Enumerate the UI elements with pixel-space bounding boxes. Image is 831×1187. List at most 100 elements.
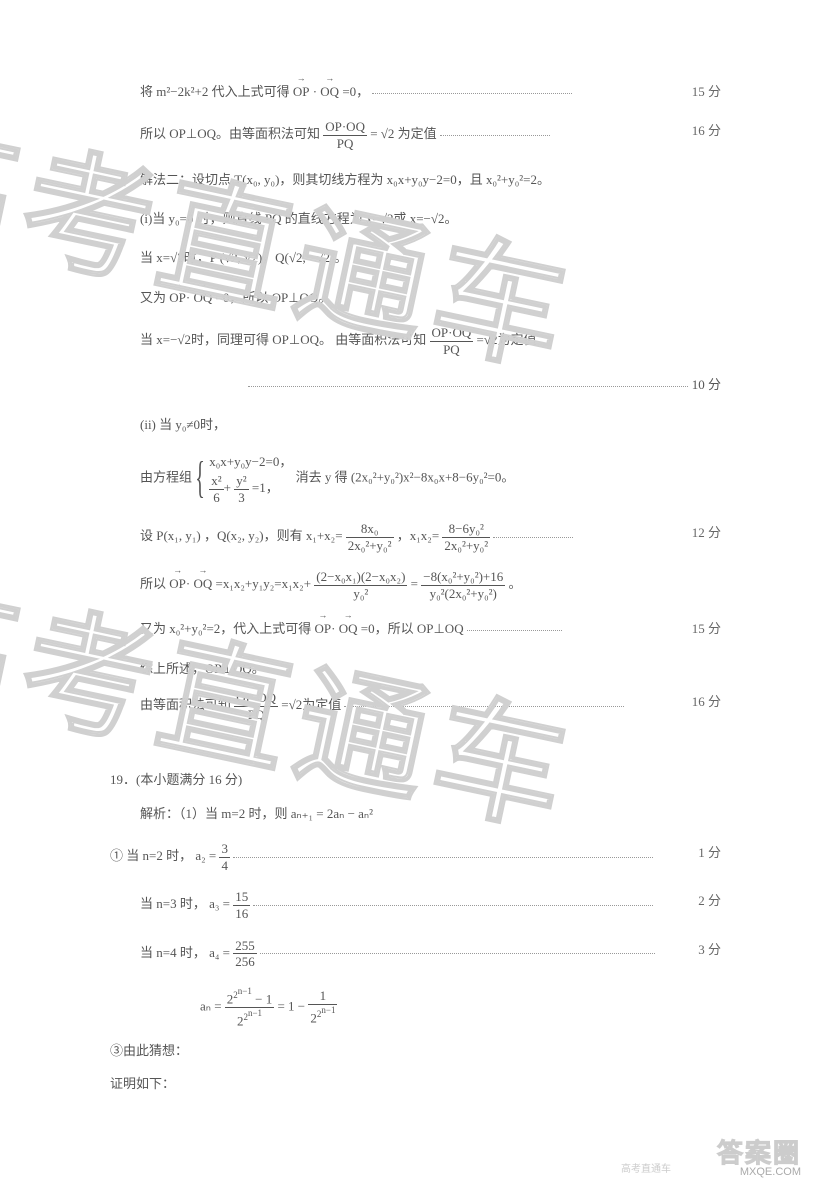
solution-line: 将 m²−2k²+2 代入上式可得 OP · OQ =0， 15 分 (140, 80, 721, 103)
fraction: 8x₀ 2x₀²+y₀² (346, 521, 394, 553)
denominator: 6 (209, 490, 223, 506)
text: 当 x=−√2时，同理可得 OP⊥OQ。 由等面积法可知 (140, 332, 430, 347)
text: 当 n=3 时， (140, 896, 206, 911)
score-text: 3 分 (698, 938, 721, 961)
numerator: 8x₀ (346, 521, 394, 538)
solution-line: 解法二：设切点 T(x₀, y₀)，则其切线方程为 x₀x+y₀y−2=0，且 … (140, 168, 721, 191)
numerator: (2−x₀x₁)(2−x₀x₂) (314, 569, 407, 586)
solution-line: ③由此猜想： (110, 1039, 721, 1062)
solution-line: 又为 OP· OQ =0，所以 OP⊥OQ。 (140, 286, 721, 309)
numerator: 255 (233, 938, 257, 955)
numerator: 1 (308, 988, 337, 1005)
text: (ii) 当 y₀≠0时， (140, 417, 226, 432)
solution-line: (i)当 y₀=0 时，则直线 PQ 的直线方程为 x=√2或 x=−√2。 (140, 207, 721, 230)
numerator: −8(x₀²+y₀²)+16 (421, 569, 505, 586)
numerator: OP·OQ (323, 119, 367, 136)
denominator: 256 (233, 954, 257, 970)
denominator: 16 (233, 906, 250, 922)
dots-leader (253, 905, 653, 906)
dots-leader (248, 386, 688, 387)
text: 当 n=4 时， (140, 945, 206, 960)
fraction: y² 3 (234, 473, 248, 505)
text: 消去 y 得 (2x₀²+y₀²)x²−8x₀x+8−6y₀²=0。 (296, 470, 515, 485)
dots-leader (260, 953, 655, 954)
solution-line: 当 n=4 时， a₄ = 255 256 3 分 (140, 938, 721, 970)
vector-op: OP (293, 80, 310, 103)
text: ① 当 n=2 时， (110, 848, 192, 863)
solution-line: 由等面积法可知 OP·OQ PQ =√2为定值 16 分 (140, 690, 721, 722)
vector-op: OP (315, 617, 332, 640)
text: =0， (342, 84, 369, 99)
text: =1， (252, 480, 279, 495)
text: 又为 (140, 290, 169, 305)
fraction: 15 16 (233, 889, 250, 921)
score-text: 12 分 (692, 521, 721, 544)
footer-url: MXQE.COM (740, 1163, 801, 1183)
footer-source-tag: 高考直通车 (621, 1161, 671, 1179)
fraction: OP·OQ PQ (430, 325, 474, 357)
text: 证明如下： (110, 1076, 175, 1091)
solution-line: 当 x=−√2时，同理可得 OP⊥OQ。 由等面积法可知 OP·OQ PQ =√… (140, 325, 721, 357)
solution-line: 当 x=√2时，P (√2, √2)，Q(√2, −√2)。 (140, 246, 721, 269)
eq-row: x² 6 + y² 3 =1， (209, 473, 292, 505)
numerator: 3 (219, 841, 230, 858)
text: =√2为定值 (281, 697, 341, 712)
text: 综上所述，OP⊥OQ。 (140, 661, 265, 676)
solution-line: (ii) 当 y₀≠0时， (140, 413, 721, 436)
fraction: −8(x₀²+y₀²)+16 y₀²(2x₀²+y₀²) (421, 569, 505, 601)
score-text: 15 分 (692, 617, 721, 640)
text: · (313, 84, 317, 99)
numerator: 22n−1 − 1 (225, 986, 274, 1008)
solution-line: 所以 OP⊥OQ。由等面积法可知 OP·OQ PQ = √2 为定值 16 分 (140, 119, 721, 151)
vector-op: OP (169, 572, 186, 595)
vector-oq: OQ (320, 80, 339, 103)
text: 解法二：设切点 T(x₀, y₀)，则其切线方程为 x₀x+y₀y−2=0，且 … (140, 172, 550, 187)
text: (i)当 y₀=0 时，则直线 PQ 的直线方程为 x=√2或 x=−√2。 (140, 211, 458, 226)
text: 解析：（1）当 m=2 时，则 (140, 806, 291, 821)
text: 将 m²−2k²+2 代入上式可得 (140, 84, 293, 99)
text: 又为 x₀²+y₀²=2，代入上式可得 (140, 621, 315, 636)
text: 所以 (140, 576, 169, 591)
fraction: x² 6 (209, 473, 223, 505)
denominator: y₀² (314, 586, 407, 602)
fraction: OP·OQ PQ (323, 119, 367, 151)
text: a₂ = (195, 848, 219, 863)
eq-row: x₀x+y₀y−2=0， (209, 452, 292, 473)
solution-line: 设 P(x₁, y₁) ，Q(x₂, y₂)，则有 x₁+x₂= 8x₀ 2x₀… (140, 521, 721, 553)
denominator: PQ (323, 136, 367, 152)
dots-leader (467, 630, 562, 631)
text: = 1 − (277, 998, 308, 1013)
denominator: 3 (234, 490, 248, 506)
solution-line: ① 当 n=2 时， a₂ = 3 4 1 分 (110, 841, 721, 873)
text: ③由此猜想： (110, 1043, 188, 1058)
solution-line: aₙ = 22n−1 − 1 22n−1 = 1 − 1 22n−1 (140, 986, 721, 1029)
text: aₙ = (200, 998, 225, 1013)
text: a₃ = (209, 896, 233, 911)
text: =√2为定值 (477, 332, 537, 347)
text: =0，所以 OP⊥OQ (361, 621, 464, 636)
score-text: 1 分 (698, 841, 721, 864)
solution-line: 当 n=3 时， a₃ = 15 16 2 分 (140, 889, 721, 921)
problem-header: 19．(本小题满分 16 分) (110, 768, 721, 791)
denominator: 2x₀²+y₀² (346, 538, 394, 554)
text: =x₁x₂+y₁y₂=x₁x₂+ (216, 576, 315, 591)
formula: aₙ₊₁ = 2aₙ − aₙ² (291, 806, 373, 821)
document-body: 将 m²−2k²+2 代入上式可得 OP · OQ =0， 15 分 所以 OP… (140, 80, 721, 1095)
fraction: 3 4 (219, 841, 230, 873)
score-text: 2 分 (698, 889, 721, 912)
solution-line: 综上所述，OP⊥OQ。 (140, 657, 721, 680)
equation-system: x₀x+y₀y−2=0， x² 6 + y² 3 =1， (195, 452, 292, 505)
score-text: 15 分 (692, 80, 721, 103)
vector-op: OP (169, 286, 186, 309)
denominator: y₀²(2x₀²+y₀²) (421, 586, 505, 602)
numerator: y² (234, 473, 248, 490)
denominator: 22n−1 (225, 1008, 274, 1029)
numerator: 15 (233, 889, 250, 906)
fraction: 22n−1 − 1 22n−1 (225, 986, 274, 1029)
vector-oq: OQ (339, 617, 358, 640)
dots-leader (233, 857, 653, 858)
numerator: OP·OQ (234, 690, 278, 707)
text: 由等面积法可知 (140, 697, 234, 712)
vector-oq: OQ (193, 286, 212, 309)
text: 当 x=√2时，P (√2, √2)，Q(√2, −√2)。 (140, 250, 347, 265)
